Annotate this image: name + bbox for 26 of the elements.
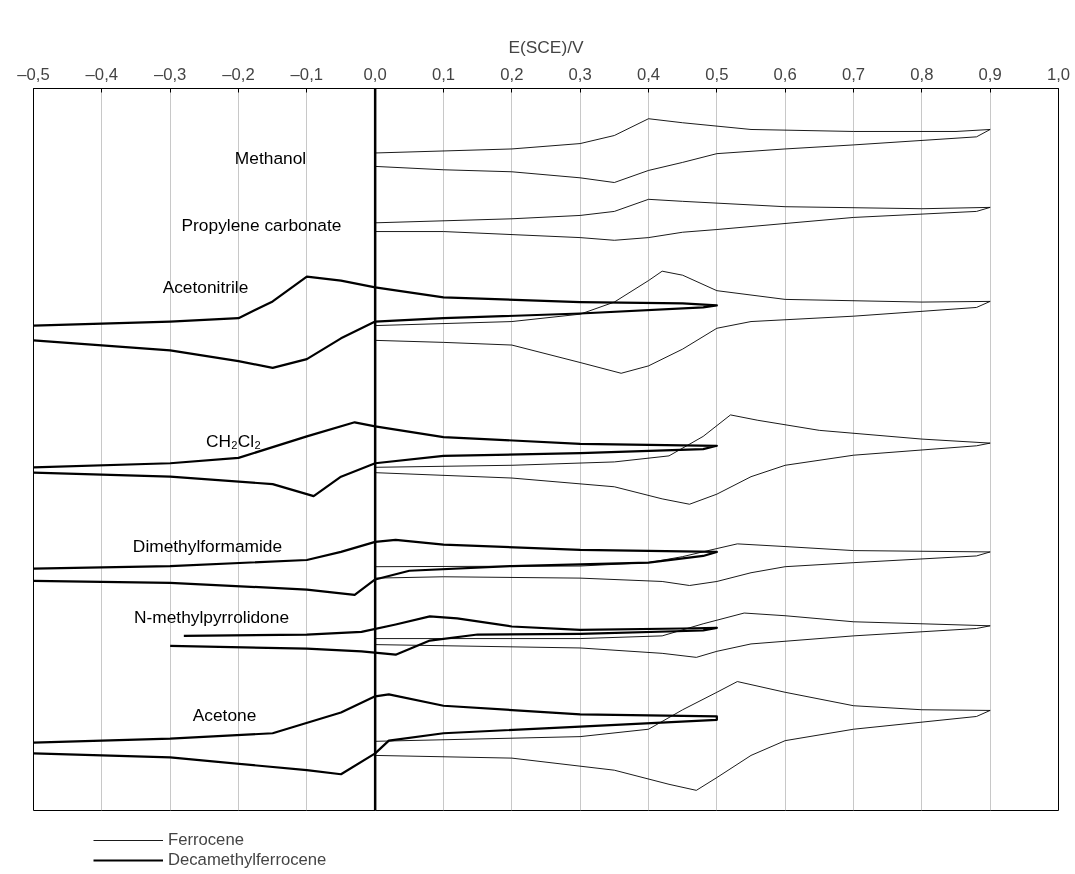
- x-tick-label: 0,7: [841, 64, 866, 84]
- x-tick-label: –0,4: [85, 64, 119, 84]
- x-tick-label: –0,2: [222, 64, 255, 84]
- annotation: Acetone: [192, 704, 257, 725]
- legend-label: Decamethylferrocene: [168, 850, 327, 870]
- x-tick-label: –0,3: [153, 64, 187, 84]
- x-tick-label: 0,5: [705, 64, 729, 84]
- annotation: Propylene carbonate: [181, 214, 342, 235]
- x-tick-label: –0,1: [290, 64, 324, 84]
- x-tick-label: 0,2: [500, 64, 524, 84]
- annotation: Acetonitrile: [162, 276, 249, 297]
- x-tick-label: 0,1: [431, 64, 456, 84]
- annotation: CH₂Cl₂: [206, 430, 261, 451]
- x-tick-label: 0,6: [773, 64, 797, 84]
- annotation: N-methylpyrrolidone: [133, 606, 290, 627]
- x-tick-label: 0,4: [636, 64, 661, 84]
- x-axis-title: E(SCE)/V: [508, 36, 584, 57]
- x-tick-label: 0,3: [568, 64, 592, 84]
- legend-label: Ferrocene: [168, 830, 244, 850]
- annotation: Methanol: [234, 147, 307, 168]
- x-tick-label: –0,5: [17, 64, 50, 84]
- x-tick-label: 0,8: [910, 64, 934, 84]
- x-tick-label: 0,0: [363, 64, 387, 84]
- x-tick-label: 0,9: [978, 64, 1002, 84]
- annotation: Dimethylformamide: [132, 535, 283, 556]
- x-tick-label: 1,0: [1046, 64, 1071, 84]
